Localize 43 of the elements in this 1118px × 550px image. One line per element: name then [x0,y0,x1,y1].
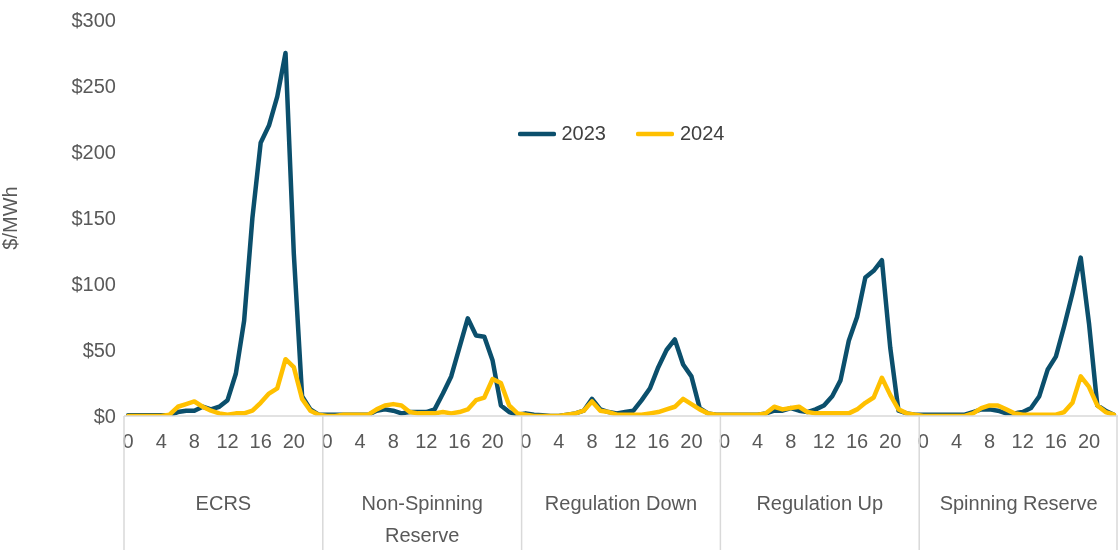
x-tick-label: 0 [122,430,134,452]
legend-label: 2024 [680,122,725,145]
y-tick-label: $0 [93,405,116,428]
x-tick-label: 4 [354,430,366,452]
x-tick-label: 8 [188,430,200,452]
text: Spinning Reserve [939,492,1098,514]
y-axis-title: $/MWh [0,186,22,250]
x-tick-label: 16 [1044,430,1067,452]
x-tick-label: 8 [387,430,399,452]
y-tick-label: $200 [71,141,116,164]
x-tick-label: 8 [984,430,996,452]
x-tick-label: 12 [1011,430,1034,452]
legend-label: 2023 [561,122,606,145]
x-tick-label: 4 [553,430,565,452]
y-tick-label: $50 [82,339,116,362]
y-tick-label: $250 [71,75,116,98]
x-tick-label: 20 [481,430,504,452]
y-tick-label: $100 [71,273,116,296]
x-tick-label: 12 [216,430,239,452]
x-tick-label: 20 [680,430,703,452]
text: Regulation Up [756,492,884,514]
x-tick-label: 8 [586,430,598,452]
x-tick-label: 20 [879,430,902,452]
x-tick-label: 16 [845,430,869,452]
text: ECRS [195,492,252,514]
x-tick-label: 12 [812,430,836,452]
y-tick-label: $150 [71,207,116,230]
x-tick-label: 4 [155,430,167,452]
x-tick-label: 4 [950,430,963,452]
x-tick-label: 0 [321,430,333,452]
x-tick-label: 20 [282,430,305,452]
x-tick-label: 4 [752,430,764,452]
x-tick-label: 20 [1077,430,1101,452]
x-tick-label: 16 [448,430,471,452]
x-tick-label: 16 [647,430,670,452]
x-tick-label: 16 [249,430,272,452]
x-tick-label: 12 [415,430,438,452]
y-tick-label: $300 [71,9,116,32]
x-tick-label: 12 [614,430,637,452]
x-tick-label: 8 [785,430,797,452]
text: Regulation Down [544,492,698,514]
x-tick-label: 0 [917,430,929,452]
text: Non-Spinning Reserve [361,492,483,546]
